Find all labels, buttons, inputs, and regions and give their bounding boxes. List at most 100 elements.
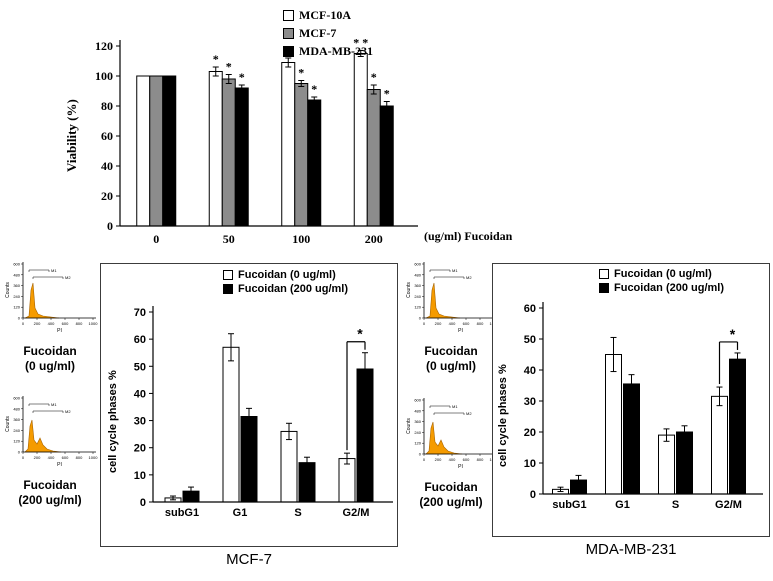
flow-label-mda-200ugml: Fucoidan (200 ug/ml): [402, 480, 500, 510]
flow-histogram-mda-0ugml: 012024036048060002004006008001000CountsP…: [406, 262, 499, 335]
svg-text:600: 600: [62, 321, 69, 326]
svg-text:subG1: subG1: [165, 507, 199, 519]
svg-text:0: 0: [107, 219, 113, 233]
svg-text:120: 120: [414, 305, 421, 310]
legend-label-fucoidan-200: Fucoidan (200 ug/ml): [614, 282, 725, 294]
svg-text:30: 30: [524, 396, 536, 408]
mda-legend: Fucoidan (0 ug/ml) Fucoidan (200 ug/ml): [599, 268, 724, 296]
svg-text:0: 0: [22, 455, 25, 460]
svg-text:*: *: [239, 70, 245, 84]
svg-text:360: 360: [13, 283, 20, 288]
legend-item-mdamb231: MDA-MB-231: [283, 44, 373, 59]
svg-text:800: 800: [477, 457, 484, 462]
svg-text:Counts: Counts: [5, 416, 11, 432]
svg-text:600: 600: [13, 396, 20, 401]
svg-text:G1: G1: [615, 499, 630, 511]
legend-swatch-fucoidan-200: [599, 283, 609, 293]
svg-text:360: 360: [414, 419, 421, 424]
flow-label-line2: (200 ug/ml): [18, 493, 82, 507]
svg-text:*: *: [371, 70, 377, 84]
mda-panel: 0 10 20 30 40 50 60 subG1 G1 S G2/M * cell cycle ph…: [492, 263, 770, 537]
svg-text:0: 0: [419, 452, 422, 457]
flow-label-line1: Fucoidan: [23, 478, 77, 492]
svg-text:0: 0: [423, 321, 426, 326]
svg-text:M2: M2: [65, 275, 71, 280]
svg-text:* *: * *: [353, 36, 368, 50]
svg-text:*: *: [384, 87, 390, 101]
svg-text:subG1: subG1: [552, 499, 586, 511]
viability-legend: MCF-10A MCF-7 MDA-MB-231: [283, 8, 373, 62]
svg-text:40: 40: [134, 388, 146, 400]
svg-text:*: *: [226, 60, 232, 74]
mda-title: MDA-MB-231: [585, 541, 677, 558]
svg-text:30: 30: [134, 416, 146, 428]
legend-item-fucoidan-0: Fucoidan (0 ug/ml): [599, 268, 724, 280]
svg-text:200: 200: [435, 321, 442, 326]
flow-label-line2: (0 ug/ml): [426, 359, 476, 373]
svg-text:600: 600: [463, 321, 470, 326]
svg-text:40: 40: [524, 365, 536, 377]
legend-label-mcf7: MCF-7: [299, 26, 337, 40]
legend-swatch-fucoidan-200: [223, 284, 233, 294]
svg-text:10: 10: [524, 458, 536, 470]
svg-text:*: *: [298, 66, 304, 80]
legend-swatch-fucoidan-0: [599, 269, 609, 279]
legend-item-mcf10a: MCF-10A: [283, 8, 373, 23]
svg-text:0: 0: [153, 232, 159, 246]
legend-swatch-mdamb231: [283, 46, 294, 57]
legend-swatch-mcf7: [283, 28, 294, 39]
legend-label-mcf10a: MCF-10A: [299, 8, 351, 22]
svg-text:10: 10: [134, 470, 146, 482]
fucoidan-axis-note: (ug/ml) Fucoidan: [424, 229, 513, 243]
svg-text:S: S: [672, 499, 679, 511]
flow-histogram-mcf7-200ugml: 0 120 240 360 480 600 0 200 400 600 800 1000 Counts P…: [5, 396, 98, 469]
svg-text:20: 20: [101, 189, 113, 203]
svg-text:20: 20: [134, 443, 146, 455]
legend-item-fucoidan-0: Fucoidan (0 ug/ml): [223, 269, 348, 281]
legend-label-fucoidan-0: Fucoidan (0 ug/ml): [238, 269, 336, 281]
svg-text:600: 600: [62, 455, 69, 460]
svg-text:400: 400: [449, 457, 456, 462]
svg-text:M1: M1: [452, 404, 458, 409]
svg-text:M2: M2: [466, 411, 472, 416]
svg-text:G2/M: G2/M: [715, 499, 742, 511]
mda-y-axis-label: cell cycle phases %: [497, 364, 509, 468]
svg-text:800: 800: [76, 321, 83, 326]
svg-text:M1: M1: [452, 268, 458, 273]
svg-text:100: 100: [292, 232, 310, 246]
svg-text:PI: PI: [57, 462, 62, 468]
flow-histogram-mcf7-0ugml: 0 120 240 360 480 600 0 200 400 600 800 1000 Counts P…: [5, 262, 98, 335]
svg-text:Counts: Counts: [5, 282, 11, 298]
legend-item-fucoidan-200: Fucoidan (200 ug/ml): [599, 282, 724, 294]
svg-text:400: 400: [449, 321, 456, 326]
svg-text:360: 360: [13, 417, 20, 422]
svg-text:G1: G1: [233, 507, 248, 519]
svg-text:0: 0: [419, 316, 422, 321]
svg-text:G2/M: G2/M: [343, 507, 370, 519]
svg-text:*: *: [730, 326, 736, 342]
svg-text:480: 480: [414, 272, 421, 277]
svg-text:Counts: Counts: [406, 418, 412, 434]
svg-text:600: 600: [414, 398, 421, 403]
legend-label-mdamb231: MDA-MB-231: [299, 44, 373, 58]
svg-text:480: 480: [13, 406, 20, 411]
mcf7-legend: Fucoidan (0 ug/ml) Fucoidan (200 ug/ml): [223, 269, 348, 297]
svg-text:20: 20: [524, 427, 536, 439]
svg-text:800: 800: [76, 455, 83, 460]
svg-text:360: 360: [414, 283, 421, 288]
svg-text:PI: PI: [458, 464, 463, 470]
svg-text:M1: M1: [51, 402, 57, 407]
svg-text:240: 240: [13, 428, 20, 433]
svg-text:400: 400: [48, 321, 55, 326]
legend-label-fucoidan-200: Fucoidan (200 ug/ml): [238, 283, 349, 295]
flow-label-line2: (0 ug/ml): [25, 359, 75, 373]
svg-text:100: 100: [95, 69, 113, 83]
svg-text:PI: PI: [57, 328, 62, 334]
flow-label-line1: Fucoidan: [424, 480, 478, 494]
flow-label-line1: Fucoidan: [424, 344, 478, 358]
mcf7-y-axis-label: cell cycle phases %: [107, 370, 119, 474]
svg-text:200: 200: [365, 232, 383, 246]
svg-text:120: 120: [95, 39, 113, 53]
